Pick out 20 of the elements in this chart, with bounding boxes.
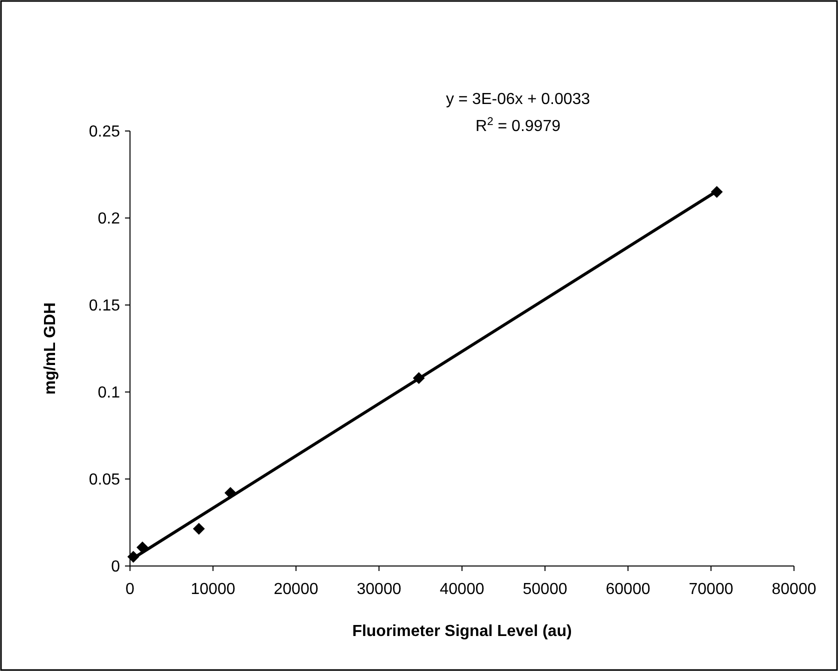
x-tick-label: 60000 <box>606 581 650 598</box>
y-tick-label: 0.1 <box>98 384 120 402</box>
y-tick-label: 0.25 <box>88 124 120 141</box>
x-tick-label: 70000 <box>688 581 734 598</box>
y-tick-label: 0.05 <box>88 472 120 489</box>
y-axis-title: mg/mL GDH <box>42 302 59 395</box>
y-tick-label: 0.2 <box>98 210 120 228</box>
x-tick-label: 80000 <box>772 581 816 598</box>
text: y = 3E-06x + 0.0033 <box>446 91 590 108</box>
x-tick-label: 50000 <box>522 581 568 598</box>
y-tick-label: 0.15 <box>88 298 120 315</box>
x-tick-label: 20000 <box>274 581 318 598</box>
point <box>192 522 205 535</box>
x-tick-label: 0 <box>126 581 135 598</box>
x-tick-label: 30000 <box>356 581 402 598</box>
y-tick-label: 0 <box>111 558 120 576</box>
x-tick-label: 10000 <box>190 581 236 598</box>
x-axis-title: Fluorimeter Signal Level (au) <box>352 623 572 640</box>
x-tick-label: 40000 <box>440 581 484 598</box>
annotation: R$^{2}$ = 0.9979 <box>476 116 561 135</box>
